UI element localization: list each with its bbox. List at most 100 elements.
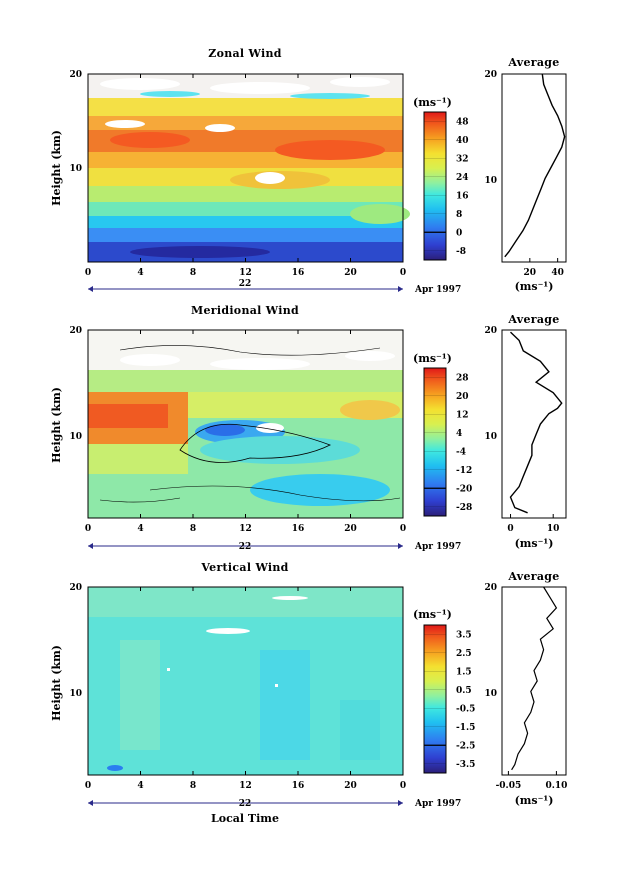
colorbar-tick-label: -0.5 bbox=[456, 704, 475, 714]
day-label: 22 bbox=[239, 542, 252, 552]
x-tick-label: 16 bbox=[292, 781, 305, 791]
y-axis-label: Height (km) bbox=[50, 387, 63, 463]
profile-unit: (ms⁻¹) bbox=[515, 280, 554, 293]
x-axis: 0 4 8 12 16 20 0 bbox=[85, 330, 406, 534]
profile-unit: (ms⁻¹) bbox=[515, 794, 554, 807]
colorbar-tick-label: -28 bbox=[456, 503, 472, 513]
day-axis: 22 Apr 1997 bbox=[88, 542, 461, 552]
x-tick-label: 4 bbox=[137, 268, 143, 278]
colorbar-tick-label: -3.5 bbox=[456, 760, 475, 770]
day-axis: 22 Apr 1997 bbox=[88, 799, 461, 809]
profile-title: Average bbox=[507, 313, 559, 326]
profile-frame bbox=[501, 73, 567, 263]
colorbar-ticks: -3.5 -2.5 -1.5 -0.5 0.5 1.5 2.5 3.5 bbox=[424, 630, 475, 770]
profile-y-tick: 20 bbox=[484, 583, 497, 593]
profile-x-tick-label: 10 bbox=[547, 524, 560, 534]
colorbar-tick-label: -12 bbox=[456, 466, 472, 476]
colorbar-unit: (ms⁻¹) bbox=[413, 96, 452, 109]
x-ticks: 0 4 8 12 16 20 0 bbox=[85, 74, 406, 278]
x-tick-label: 20 bbox=[344, 268, 357, 278]
panel-meridional: Meridional Wind Height (km) bbox=[50, 304, 567, 552]
colorbar-tick-label: 32 bbox=[456, 154, 469, 164]
profile-y-tick: 10 bbox=[484, 176, 497, 186]
x-axis-label: Local Time bbox=[211, 812, 279, 825]
x-tick-label: 8 bbox=[190, 781, 196, 791]
left-arrow-icon bbox=[88, 286, 93, 292]
x-tick-label: 0 bbox=[85, 524, 91, 534]
panel-title: Zonal Wind bbox=[208, 47, 282, 60]
y-axis: 20 10 bbox=[69, 326, 82, 442]
profile-line bbox=[504, 73, 566, 258]
profile-frame bbox=[501, 329, 567, 519]
x-tick-label: 8 bbox=[190, 268, 196, 278]
colorbar: (ms⁻¹) -8 0 8 16 24 32 40 48 bbox=[413, 96, 469, 261]
x-tick-label: 0 bbox=[400, 524, 406, 534]
colorbar-ticks: -28 -20 -12 -4 4 12 20 28 bbox=[424, 373, 472, 513]
profile-y-tick: 10 bbox=[484, 689, 497, 699]
colorbar-ramp bbox=[423, 111, 447, 261]
profile-panel: Average 20 10 0 10 (ms⁻¹) bbox=[484, 313, 567, 550]
colorbar-tick-label: 48 bbox=[456, 117, 469, 127]
profile-x-tick-label: -0.05 bbox=[496, 781, 522, 791]
y-tick-label: 10 bbox=[69, 432, 82, 442]
date-label: Apr 1997 bbox=[414, 799, 461, 809]
colorbar-unit: (ms⁻¹) bbox=[413, 608, 452, 621]
date-label: Apr 1997 bbox=[414, 285, 461, 295]
colorbar-tick-label: 1.5 bbox=[456, 667, 472, 677]
y-axis-label: Height (km) bbox=[50, 645, 63, 721]
x-tick-label: 12 bbox=[239, 524, 252, 534]
panel-title: Vertical Wind bbox=[200, 561, 288, 574]
x-tick-label: 0 bbox=[85, 781, 91, 791]
colorbar-tick-label: -4 bbox=[456, 447, 466, 457]
profile-title: Average bbox=[507, 56, 559, 69]
y-axis: 20 10 bbox=[69, 70, 82, 174]
profile-panel: Average 20 10 -0.05 0.10 (ms⁻¹) bbox=[484, 570, 567, 807]
panel-title: Meridional Wind bbox=[191, 304, 299, 317]
colorbar-tick-label: 28 bbox=[456, 373, 469, 383]
right-arrow-icon bbox=[398, 800, 403, 806]
right-arrow-icon bbox=[398, 543, 403, 549]
x-ticks: 0 4 8 12 16 20 0 bbox=[85, 330, 406, 534]
profile-x-tick-label: 0.10 bbox=[545, 781, 567, 791]
x-tick-label: 20 bbox=[344, 524, 357, 534]
profile-unit: (ms⁻¹) bbox=[515, 537, 554, 550]
x-tick-label: 16 bbox=[292, 268, 305, 278]
heatmap-field bbox=[88, 74, 410, 262]
day-label: 22 bbox=[239, 799, 252, 809]
colorbar: (ms⁻¹) -3.5 -2.5 -1.5 -0.5 0.5 1.5 2.5 3.5 bbox=[413, 608, 475, 774]
profile-line bbox=[509, 331, 563, 514]
colorbar-tick-label: -2.5 bbox=[456, 741, 475, 751]
y-tick-label: 10 bbox=[69, 689, 82, 699]
colorbar-ramp bbox=[423, 624, 447, 774]
y-axis-label: Height (km) bbox=[50, 130, 63, 206]
colorbar-tick-label: 3.5 bbox=[456, 630, 472, 640]
y-tick-label: 20 bbox=[69, 583, 82, 593]
x-tick-label: 0 bbox=[400, 781, 406, 791]
panel-vertical: Vertical Wind Height (km) 0 4 8 12 16 20 0 20 … bbox=[50, 561, 567, 825]
profile-y-tick: 20 bbox=[484, 326, 497, 336]
colorbar-tick-label: -1.5 bbox=[456, 723, 475, 733]
panel-zonal: Zonal Wind Height (km) bbox=[50, 47, 567, 295]
left-arrow-icon bbox=[88, 543, 93, 549]
profile-x-tick-label: 40 bbox=[551, 268, 564, 278]
colorbar-tick-label: 12 bbox=[456, 410, 469, 420]
heatmap-field bbox=[88, 587, 403, 775]
profile-x-ticks: 0 10 bbox=[507, 514, 559, 534]
profile-y-tick: 10 bbox=[484, 432, 497, 442]
profile-x-tick-label: 0 bbox=[507, 524, 513, 534]
colorbar-ticks: -8 0 8 16 24 32 40 48 bbox=[424, 117, 469, 257]
colorbar-tick-label: 8 bbox=[456, 210, 462, 220]
x-tick-label: 4 bbox=[137, 524, 143, 534]
colorbar-tick-label: 20 bbox=[456, 392, 469, 402]
day-label: 22 bbox=[239, 279, 252, 289]
x-tick-label: 12 bbox=[239, 268, 252, 278]
y-tick-label: 20 bbox=[69, 70, 82, 80]
x-tick-label: 4 bbox=[137, 781, 143, 791]
colorbar-tick-label: 24 bbox=[456, 173, 469, 183]
colorbar: (ms⁻¹) -28 -20 -12 -4 4 12 20 28 bbox=[413, 352, 472, 517]
x-tick-label: 0 bbox=[85, 268, 91, 278]
x-axis: 0 4 8 12 16 20 0 bbox=[85, 74, 406, 278]
left-arrow-icon bbox=[88, 800, 93, 806]
x-ticks: 0 4 8 12 16 20 0 bbox=[85, 587, 406, 791]
